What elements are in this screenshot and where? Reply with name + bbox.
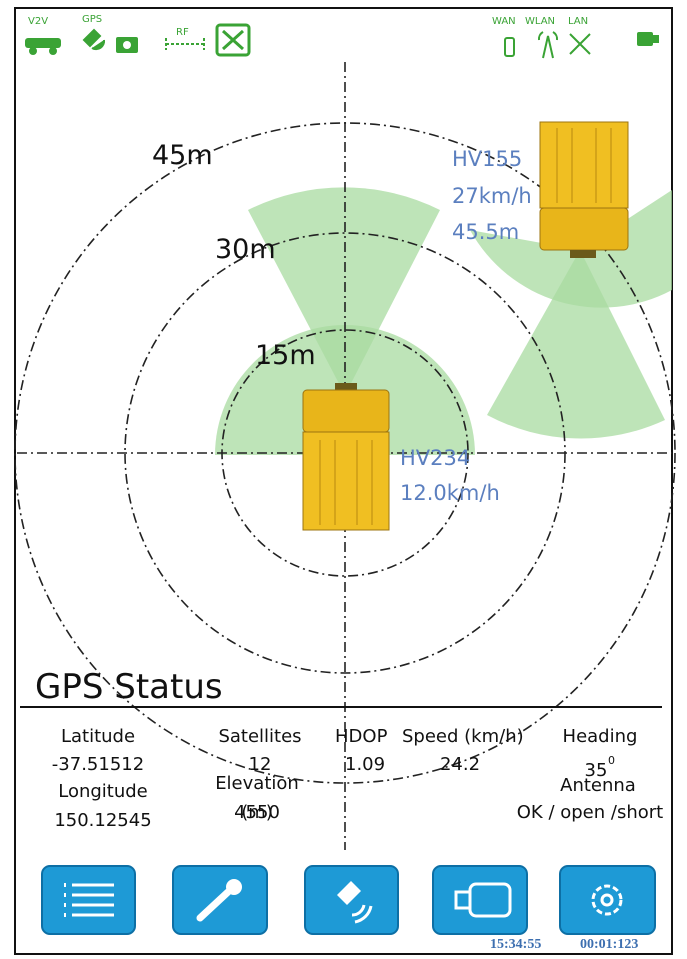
radar: 15m 30m 45m HV155 27km/h 45.5m HV234 12.… [14, 62, 676, 850]
field-value: 35 [585, 760, 608, 781]
field-label: Longitude [58, 781, 148, 802]
field-label: Speed (km/h) [402, 726, 524, 747]
clock: 15:34:55 [490, 937, 541, 952]
truck-cab [335, 383, 357, 391]
list-button[interactable] [41, 865, 136, 935]
field-value: 4550 [234, 802, 280, 823]
gear-center [600, 893, 614, 907]
toolbar [41, 865, 656, 935]
gps-icon [82, 28, 106, 51]
hv155-cone [487, 250, 665, 439]
lan-icon [569, 33, 591, 55]
rf-off-icon [215, 23, 251, 57]
truck-hv155 [539, 121, 629, 258]
wan-label: WAN [492, 16, 516, 27]
field-value: OK / open /short [517, 802, 663, 823]
list-dots [64, 883, 66, 917]
vehicle-speed: 12.0km/h [400, 481, 500, 505]
field-label: Elevation [215, 773, 299, 794]
field-label: Antenna [560, 775, 636, 796]
ring-label: 30m [215, 234, 276, 265]
satellite-waves [351, 904, 373, 924]
camera-button[interactable] [432, 865, 528, 935]
truck-cab [570, 250, 596, 258]
wrench-icon [196, 888, 232, 922]
v2v-label: V2V [28, 16, 48, 27]
truck-hv234 [302, 383, 390, 531]
rf-icon [165, 38, 205, 50]
truck-ribs [556, 128, 612, 203]
battery-icon [637, 32, 653, 46]
truck-front [539, 207, 629, 251]
gps-label: GPS [82, 14, 102, 25]
field-unit: 0 [608, 754, 615, 767]
wlan-icon [537, 31, 559, 59]
field-label: Satellites [218, 726, 301, 747]
v2v-icon [25, 38, 61, 48]
wrench-head [226, 879, 242, 895]
wan-icon [504, 37, 515, 57]
field-label: Heading [563, 726, 638, 747]
gear-icon [591, 884, 623, 916]
field-label: Latitude [61, 726, 135, 747]
field-value: -37.51512 [52, 754, 144, 775]
vehicle-id: HV155 [452, 147, 522, 171]
truck-bed [539, 121, 629, 209]
ring-label: 15m [255, 340, 316, 371]
field-value: 24.2 [440, 754, 480, 775]
field-value: 150.12545 [54, 810, 151, 831]
field-value: 12 [249, 754, 272, 775]
camera-lens [454, 890, 470, 910]
gps-status: GPS Status Latitude -37.51512 Longitude … [20, 667, 663, 831]
truck-bed [302, 431, 390, 531]
vehicle-id: HV234 [400, 446, 470, 470]
rf-label: RF [176, 27, 189, 38]
lan-label: LAN [568, 16, 588, 27]
wlan-label: WLAN [525, 16, 555, 27]
ring-label: 45m [152, 140, 213, 171]
status-bar: V2V GPS RF WAN WLAN LAN [25, 14, 659, 59]
config-button[interactable] [559, 865, 656, 935]
field-label: HDOP [335, 726, 388, 747]
elapsed-timer: 00:01:123 [580, 937, 638, 952]
camera-icon [468, 882, 512, 918]
field-unit: (m) [241, 802, 273, 823]
satellite-icon [337, 881, 361, 905]
wheel [49, 47, 57, 55]
truck-front [302, 389, 390, 433]
wheel [29, 47, 37, 55]
vehicle-speed: 27km/h [452, 184, 532, 208]
battery-tip [653, 35, 659, 43]
rf-off-cross [221, 29, 245, 51]
list-icon [72, 883, 114, 917]
field-value: 1.09 [345, 754, 385, 775]
truck-ribs [319, 440, 373, 525]
gps-title: GPS Status [35, 667, 223, 707]
camera-lens [123, 41, 131, 49]
vehicle-distance: 45.5m [452, 220, 519, 244]
